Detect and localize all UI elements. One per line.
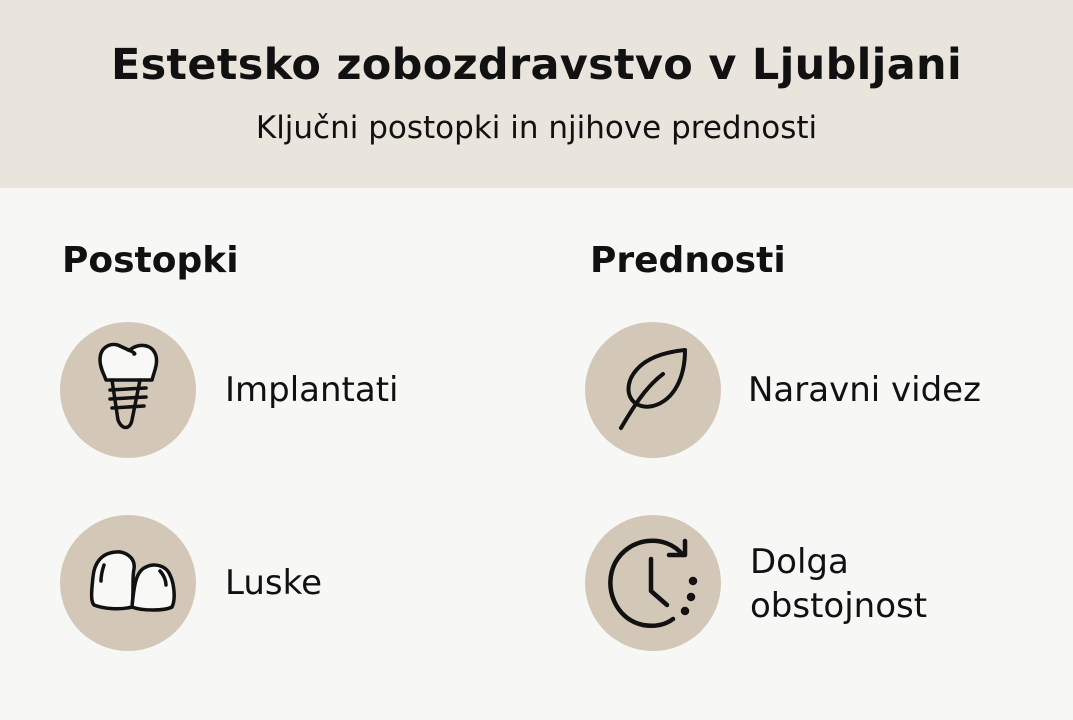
procedure-label-implants: Implantati	[225, 370, 399, 410]
header-banner: Estetsko zobozdravstvo v Ljubljani Ključ…	[0, 0, 1073, 188]
benefits-heading: Prednosti	[590, 240, 786, 281]
dental-implant-icon	[60, 322, 196, 458]
benefit-label-line1: Dolga	[750, 542, 849, 582]
page-subtitle: Ključni postopki in njihove prednosti	[255, 110, 818, 146]
procedure-label-veneers: Luske	[225, 563, 323, 603]
procedures-heading: Postopki	[62, 240, 239, 281]
leaf-icon	[585, 322, 721, 458]
benefit-label-line2: obstojnost	[750, 586, 928, 626]
benefit-label-durability: Dolga obstojnost	[750, 540, 927, 628]
clock-refresh-icon	[585, 515, 721, 651]
benefit-label-natural-look: Naravni videz	[748, 370, 981, 410]
page-title: Estetsko zobozdravstvo v Ljubljani	[110, 40, 962, 90]
veneers-icon	[60, 515, 196, 651]
